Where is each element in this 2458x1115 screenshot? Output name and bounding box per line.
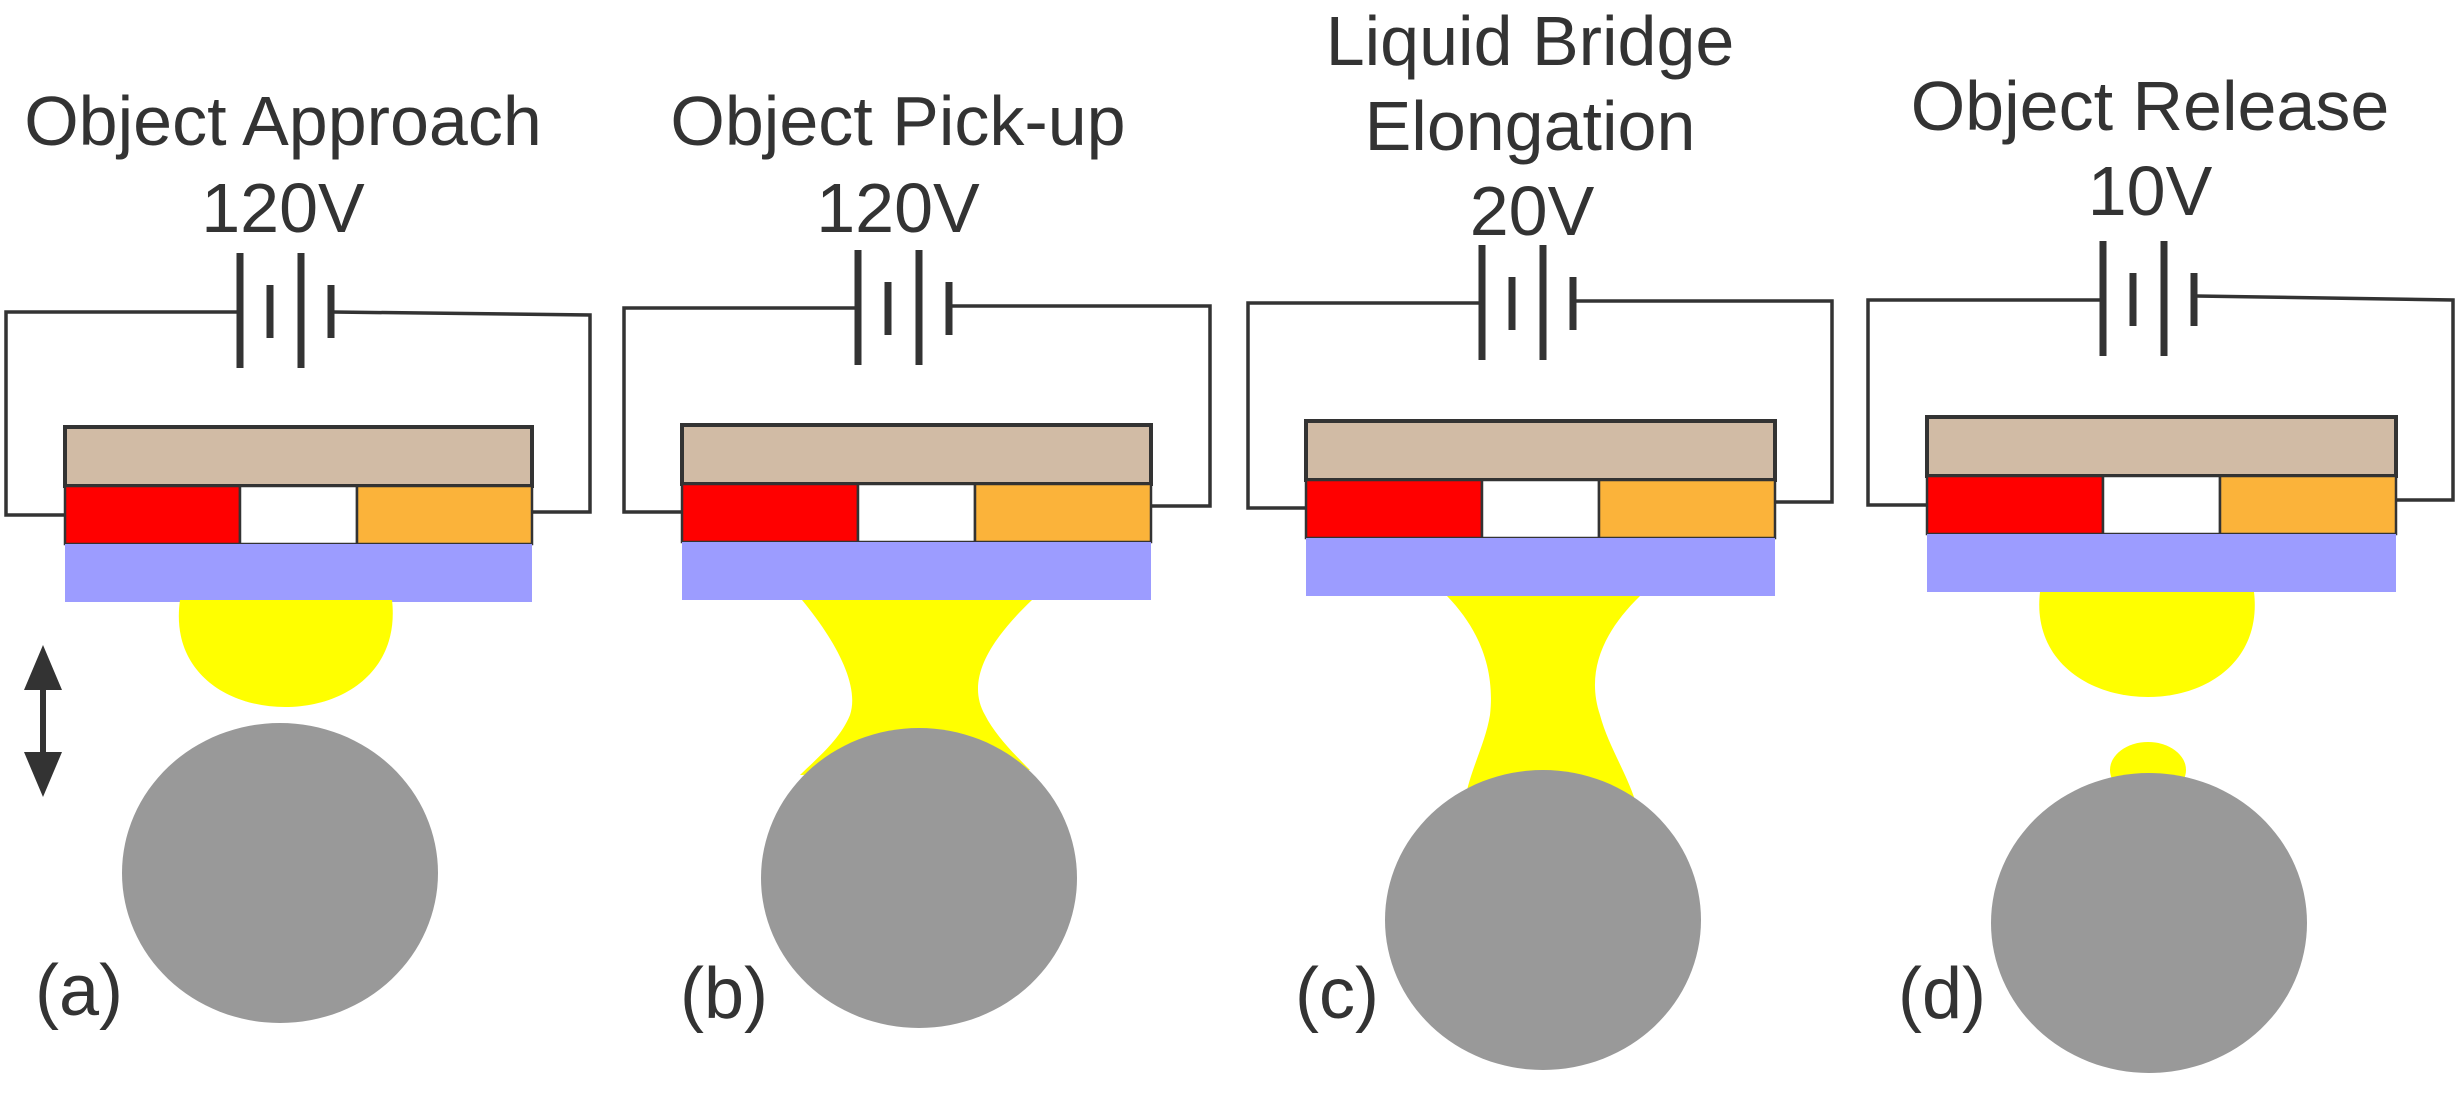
panel-c-label: (c)	[1295, 954, 1379, 1034]
panel-c-liquid-bridge	[1447, 596, 1640, 800]
battery-symbol-icon	[1478, 245, 1577, 360]
panel-b: Object Pick-up 120V (b)	[622, 82, 1212, 1034]
panel-b-liquid-bridge	[800, 600, 1032, 775]
panel-d-label: (d)	[1898, 954, 1986, 1034]
panel-d-voltage: 10V	[2088, 152, 2213, 230]
panel-a-voltage: 120V	[201, 169, 365, 247]
battery-symbol-icon	[2099, 241, 2198, 356]
panel-c-voltage: 20V	[1470, 172, 1595, 250]
panel-d-circuit-wire	[1866, 294, 2455, 507]
panel-c-title-line-1: Liquid Bridge	[1326, 2, 1735, 80]
panel-a-circuit-wire	[4, 310, 592, 517]
panel-d: Object Release 10V (d)	[1866, 67, 2455, 1073]
panel-d-object	[1991, 773, 2307, 1073]
panel-d-title-line-1: Object Release	[1911, 67, 2390, 145]
panel-d-electrode-gap	[2101, 474, 2222, 536]
panel-a-liquid-droplet	[178, 600, 393, 707]
panel-d-liquid-droplet	[2039, 592, 2255, 697]
battery-symbol-icon	[854, 250, 953, 365]
panel-d-dielectric-layer	[1927, 534, 2396, 592]
panel-c-electrode-left	[1304, 478, 1484, 540]
double-arrow-vertical-icon	[24, 645, 62, 797]
panel-c-electrode-right	[1597, 478, 1777, 540]
panel-b-object	[761, 728, 1077, 1028]
panel-b-electrode-gap	[856, 482, 977, 544]
panel-b-label: (b)	[680, 954, 768, 1034]
panel-b-electrode-right	[973, 482, 1153, 544]
panel-b-substrate	[680, 423, 1153, 486]
panel-c-electrode-gap	[1480, 478, 1601, 540]
panel-c-object	[1385, 770, 1701, 1070]
panel-a-substrate	[63, 425, 534, 488]
panel-a: Object Approach 120V (a)	[4, 82, 592, 1031]
panel-b-dielectric-layer	[682, 542, 1151, 600]
panel-a-title-line-1: Object Approach	[24, 82, 542, 160]
panel-b-circuit-wire	[622, 304, 1212, 514]
battery-symbol-icon	[236, 253, 335, 368]
panel-a-dielectric-layer	[65, 544, 532, 602]
panel-a-electrode-left	[63, 484, 242, 546]
panel-c-title-line-2: Elongation	[1365, 87, 1696, 165]
panel-d-electrode-right	[2218, 474, 2398, 536]
panel-b-electrode-left	[680, 482, 860, 544]
panel-d-substrate	[1925, 415, 2398, 478]
panel-a-object	[122, 723, 438, 1023]
panel-b-title-line-1: Object Pick-up	[670, 82, 1125, 160]
panel-c: Liquid Bridge Elongation 20V (c)	[1246, 2, 1834, 1070]
panel-c-substrate	[1304, 419, 1777, 482]
panel-a-electrode-gap	[238, 484, 359, 546]
panel-c-circuit-wire	[1246, 299, 1834, 510]
panel-d-electrode-left	[1925, 474, 2105, 536]
panel-c-dielectric-layer	[1306, 538, 1775, 596]
panel-a-electrode-right	[355, 484, 534, 546]
panel-a-label: (a)	[35, 951, 123, 1031]
panel-b-voltage: 120V	[816, 169, 980, 247]
